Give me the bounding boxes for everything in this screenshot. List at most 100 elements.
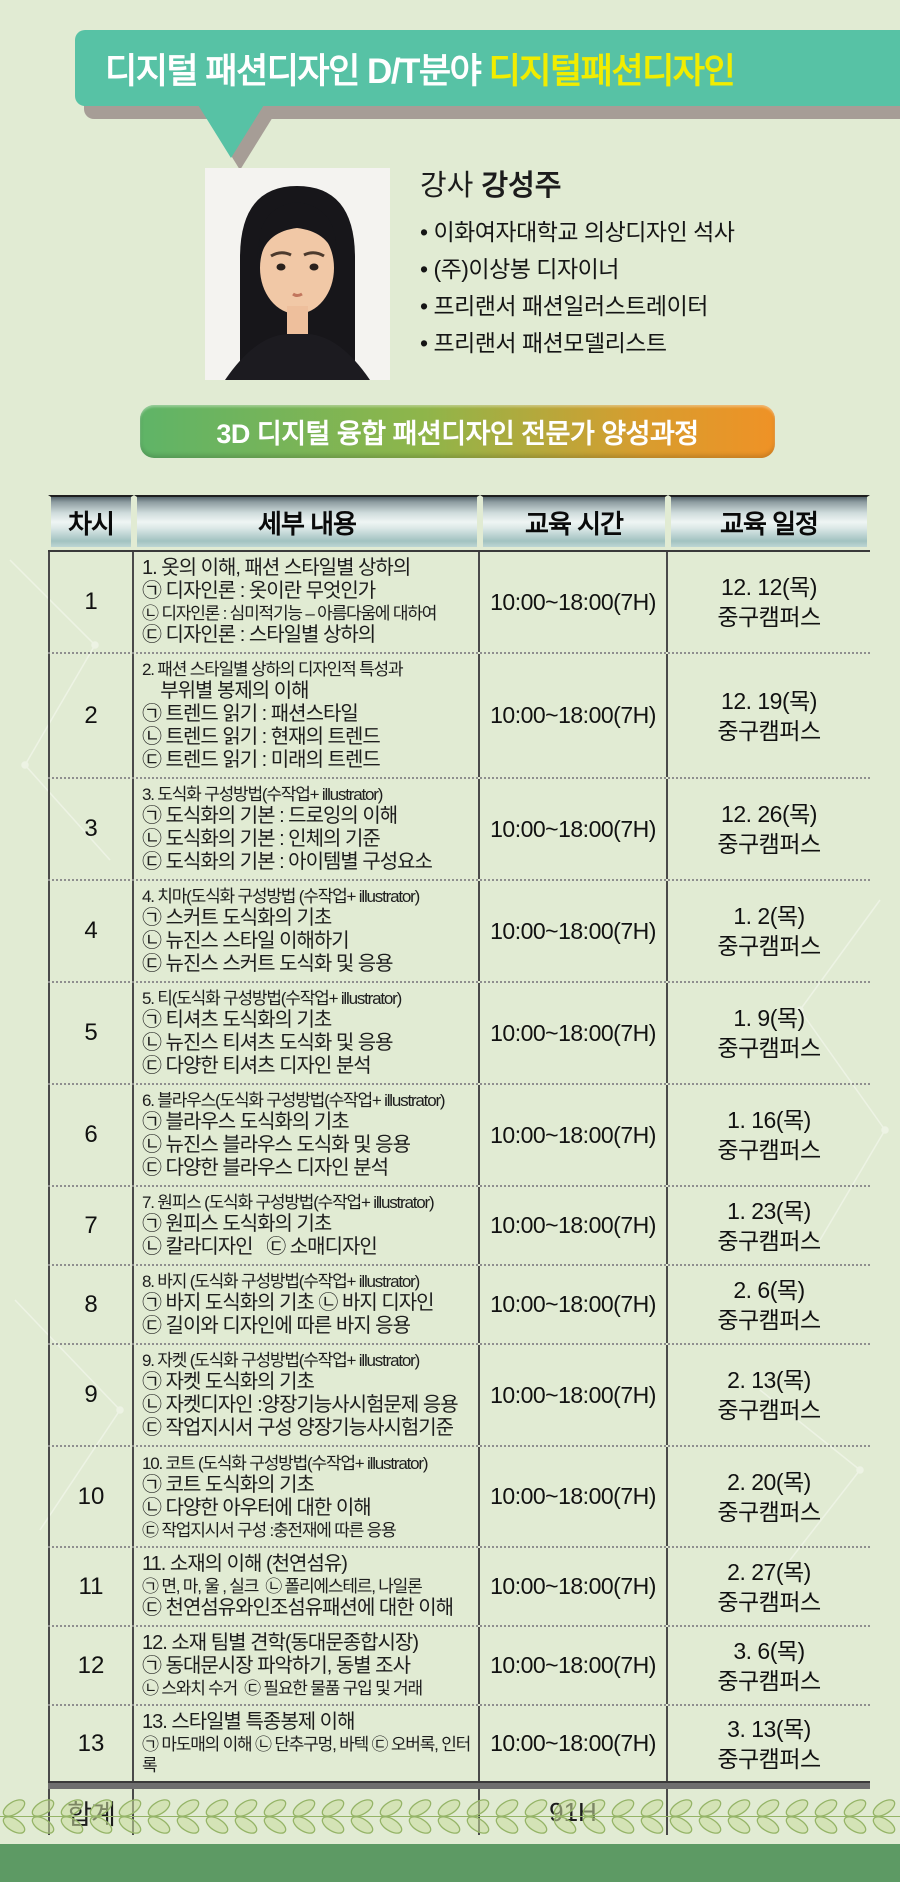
date-cell: 1. 9(목) 중구캠퍼스 — [668, 983, 870, 1083]
program-title: 3D 디지털 융합 패션디자인 전문가 양성과정 — [216, 419, 699, 449]
row-content: 12. 소재 팀별 견학(동대문종합시장) ㉠ 동대문시장 파악하기, 동별 조사… — [134, 1627, 480, 1704]
table-row: 7 7. 원피스 (도식화 구성방법(수작업+ illustrator) ㉠ 원피… — [48, 1187, 870, 1266]
date-cell: 1. 23(목) 중구캠퍼스 — [668, 1187, 870, 1264]
table-row: 1 1. 옷의 이해, 패션 스타일별 상하의 ㉠ 디자인론 : 옷이란 무엇인가… — [48, 552, 870, 654]
content-line: 11. 소재의 이해 (천연섬유) — [142, 1553, 348, 1575]
time-cell: 10:00~18:00(7H) — [480, 983, 668, 1083]
row-content: 4. 치마(도식화 구성방법 (수작업+ illustrator) ㉠ 스커트 도… — [134, 881, 480, 981]
session-cell: 2 — [48, 654, 134, 777]
column-header-time: 교육 시간 — [480, 495, 668, 547]
schedule-table: 차시 세부 내용 교육 시간 교육 일정 1 1. 옷의 이해, 패션 스타일별… — [48, 495, 870, 1835]
content-line: ㉢ 트렌드 읽기 : 미래의 트렌드 — [142, 749, 381, 771]
content-line: 7. 원피스 (도식화 구성방법(수작업+ illustrator) — [142, 1193, 435, 1212]
session-cell: 4 — [48, 881, 134, 981]
table-row: 13 13. 스타일별 특종봉제 이해 ㉠ 마도매의 이해 ㉡ 단추구멍, 바텍 … — [48, 1706, 870, 1783]
content-line: ㉠ 블라우스 도식화의 기초 — [142, 1111, 350, 1133]
session-cell: 7 — [48, 1187, 134, 1264]
table-row: 11 11. 소재의 이해 (천연섬유) ㉠ 면, 마, 울 , 실크 ㉡ 폴리에… — [48, 1548, 870, 1627]
content-line: ㉢ 길이와 디자인에 따른 바지 응용 — [142, 1315, 411, 1337]
session-number: 9 — [84, 1381, 98, 1408]
content-line: ㉠ 코트 도식화의 기초 — [142, 1473, 315, 1496]
content-line: ㉡ 다양한 아우터에 대한 이해 — [142, 1496, 372, 1519]
row-campus: 중구캠퍼스 — [717, 831, 821, 857]
time-cell: 10:00~18:00(7H) — [480, 1548, 668, 1625]
date-cell: 1. 2(목) 중구캠퍼스 — [668, 881, 870, 981]
session-number: 11 — [78, 1572, 104, 1600]
date-cell: 2. 6(목) 중구캠퍼스 — [668, 1266, 870, 1343]
time-cell: 10:00~18:00(7H) — [480, 779, 668, 879]
row-date: 1. 2(목) — [733, 903, 805, 929]
session-cell: 9 — [48, 1345, 134, 1445]
content-line: ㉠ 원피스 도식화의 기초 — [142, 1213, 332, 1235]
row-time: 10:00~18:00(7H) — [490, 1121, 656, 1148]
content-line: ㉠ 티셔츠 도식화의 기초 — [142, 1009, 332, 1031]
table-row: 10 10. 코트 (도식화 구성방법(수작업+ illustrator) ㉠ 코… — [48, 1447, 870, 1548]
content-line: ㉢ 뉴진스 스커트 도식화 및 응용 — [142, 953, 394, 975]
column-header-session: 차시 — [48, 495, 134, 547]
session-number: 2 — [84, 701, 98, 729]
row-content: 3. 도식화 구성방법(수작업+ illustrator) ㉠ 도식화의 기본 :… — [134, 779, 480, 879]
table-row: 8 8. 바지 (도식화 구성방법(수작업+ illustrator) ㉠ 바지 … — [48, 1266, 870, 1345]
instructor-bio: 강사 강성주 • 이화여자대학교 의상디자인 석사 • (주)이상봉 디자이너 … — [420, 162, 860, 362]
row-date: 2. 6(목) — [733, 1276, 805, 1303]
instructor-photo — [205, 168, 390, 380]
credential-item: • (주)이상봉 디자이너 — [420, 256, 619, 282]
date-cell: 2. 13(목) 중구캠퍼스 — [668, 1345, 870, 1445]
row-time: 10:00~18:00(7H) — [490, 1483, 656, 1509]
row-campus: 중구캠퍼스 — [717, 1498, 821, 1525]
content-line: ㉢ 다양한 블라우스 디자인 분석 — [142, 1157, 389, 1179]
session-cell: 5 — [48, 983, 134, 1083]
content-line: 5. 티(도식화 구성방법(수작업+ illustrator) — [142, 989, 402, 1008]
row-campus: 중구캠퍼스 — [717, 933, 821, 959]
row-date: 2. 13(목) — [727, 1367, 811, 1393]
session-cell: 11 — [48, 1548, 134, 1625]
row-time: 10:00~18:00(7H) — [490, 1019, 656, 1046]
content-line: 9. 자켓 (도식화 구성방법(수작업+ illustrator) — [142, 1351, 420, 1370]
title-ribbon: 디지털 패션디자인 D/T분야 디지털패션디자인 — [75, 30, 900, 106]
session-cell: 8 — [48, 1266, 134, 1343]
time-cell: 10:00~18:00(7H) — [480, 552, 668, 652]
row-content: 2. 패션 스타일별 상하의 디자인적 특성과 부위별 봉제의 이해 ㉠ 트렌드 … — [134, 654, 480, 777]
date-cell: 12. 26(목) 중구캠퍼스 — [668, 779, 870, 879]
session-number: 13 — [77, 1729, 105, 1757]
content-line: ㉠ 자켓 도식화의 기초 — [142, 1371, 315, 1393]
row-date: 12. 12(목) — [721, 574, 817, 600]
page-title-main: 디지털 패션디자인 D/T분야 — [105, 51, 489, 91]
content-line: ㉢ 다양한 티셔츠 디자인 분석 — [142, 1055, 372, 1077]
time-cell: 10:00~18:00(7H) — [480, 654, 668, 777]
time-cell: 10:00~18:00(7H) — [480, 1266, 668, 1343]
content-line: 6. 블라우스(도식화 구성방법(수작업+ illustrator) — [142, 1091, 446, 1110]
row-time: 10:00~18:00(7H) — [490, 1212, 656, 1238]
row-time: 10:00~18:00(7H) — [490, 1291, 656, 1317]
content-line: ㉡ 도식화의 기본 : 인체의 기준 — [142, 828, 381, 850]
row-campus: 중구캠퍼스 — [717, 1306, 821, 1333]
date-cell: 3. 6(목) 중구캠퍼스 — [668, 1627, 870, 1704]
session-number: 12 — [77, 1651, 105, 1679]
content-line: 부위별 봉제의 이해 — [142, 680, 309, 702]
row-campus: 중구캠퍼스 — [717, 1667, 821, 1694]
session-number: 7 — [84, 1211, 98, 1239]
content-line: ㉡ 칼라디자인 ㉢ 소매디자인 — [142, 1236, 378, 1258]
session-cell: 13 — [48, 1706, 134, 1781]
row-time: 10:00~18:00(7H) — [490, 1381, 656, 1408]
instructor-section: 강사 강성주 • 이화여자대학교 의상디자인 석사 • (주)이상봉 디자이너 … — [0, 160, 900, 390]
date-cell: 1. 16(목) 중구캠퍼스 — [668, 1085, 870, 1185]
content-line: ㉢ 도식화의 기본 : 아이템별 구성요소 — [142, 851, 433, 873]
credential-item: • 프리랜서 패션일러스트레이터 — [420, 293, 708, 319]
content-line: ㉠ 동대문시장 파악하기, 동별 조사 — [142, 1655, 411, 1677]
session-cell: 12 — [48, 1627, 134, 1704]
time-cell: 10:00~18:00(7H) — [480, 1447, 668, 1546]
row-time: 10:00~18:00(7H) — [490, 1652, 656, 1678]
row-content: 9. 자켓 (도식화 구성방법(수작업+ illustrator) ㉠ 자켓 도식… — [134, 1345, 480, 1445]
row-content: 11. 소재의 이해 (천연섬유) ㉠ 면, 마, 울 , 실크 ㉡ 폴리에스테르… — [134, 1548, 480, 1625]
content-line: 3. 도식화 구성방법(수작업+ illustrator) — [142, 785, 383, 804]
session-number: 3 — [84, 815, 98, 842]
time-cell: 10:00~18:00(7H) — [480, 881, 668, 981]
row-campus: 중구캠퍼스 — [717, 717, 821, 744]
vine-border-decoration — [0, 1795, 900, 1839]
session-cell: 1 — [48, 552, 134, 652]
instructor-label: 강사 — [420, 170, 482, 202]
content-line: ㉡ 트렌드 읽기 : 현재의 트렌드 — [142, 726, 381, 748]
row-date: 3. 13(목) — [727, 1715, 811, 1742]
row-content: 5. 티(도식화 구성방법(수작업+ illustrator) ㉠ 티셔츠 도식화… — [134, 983, 480, 1083]
